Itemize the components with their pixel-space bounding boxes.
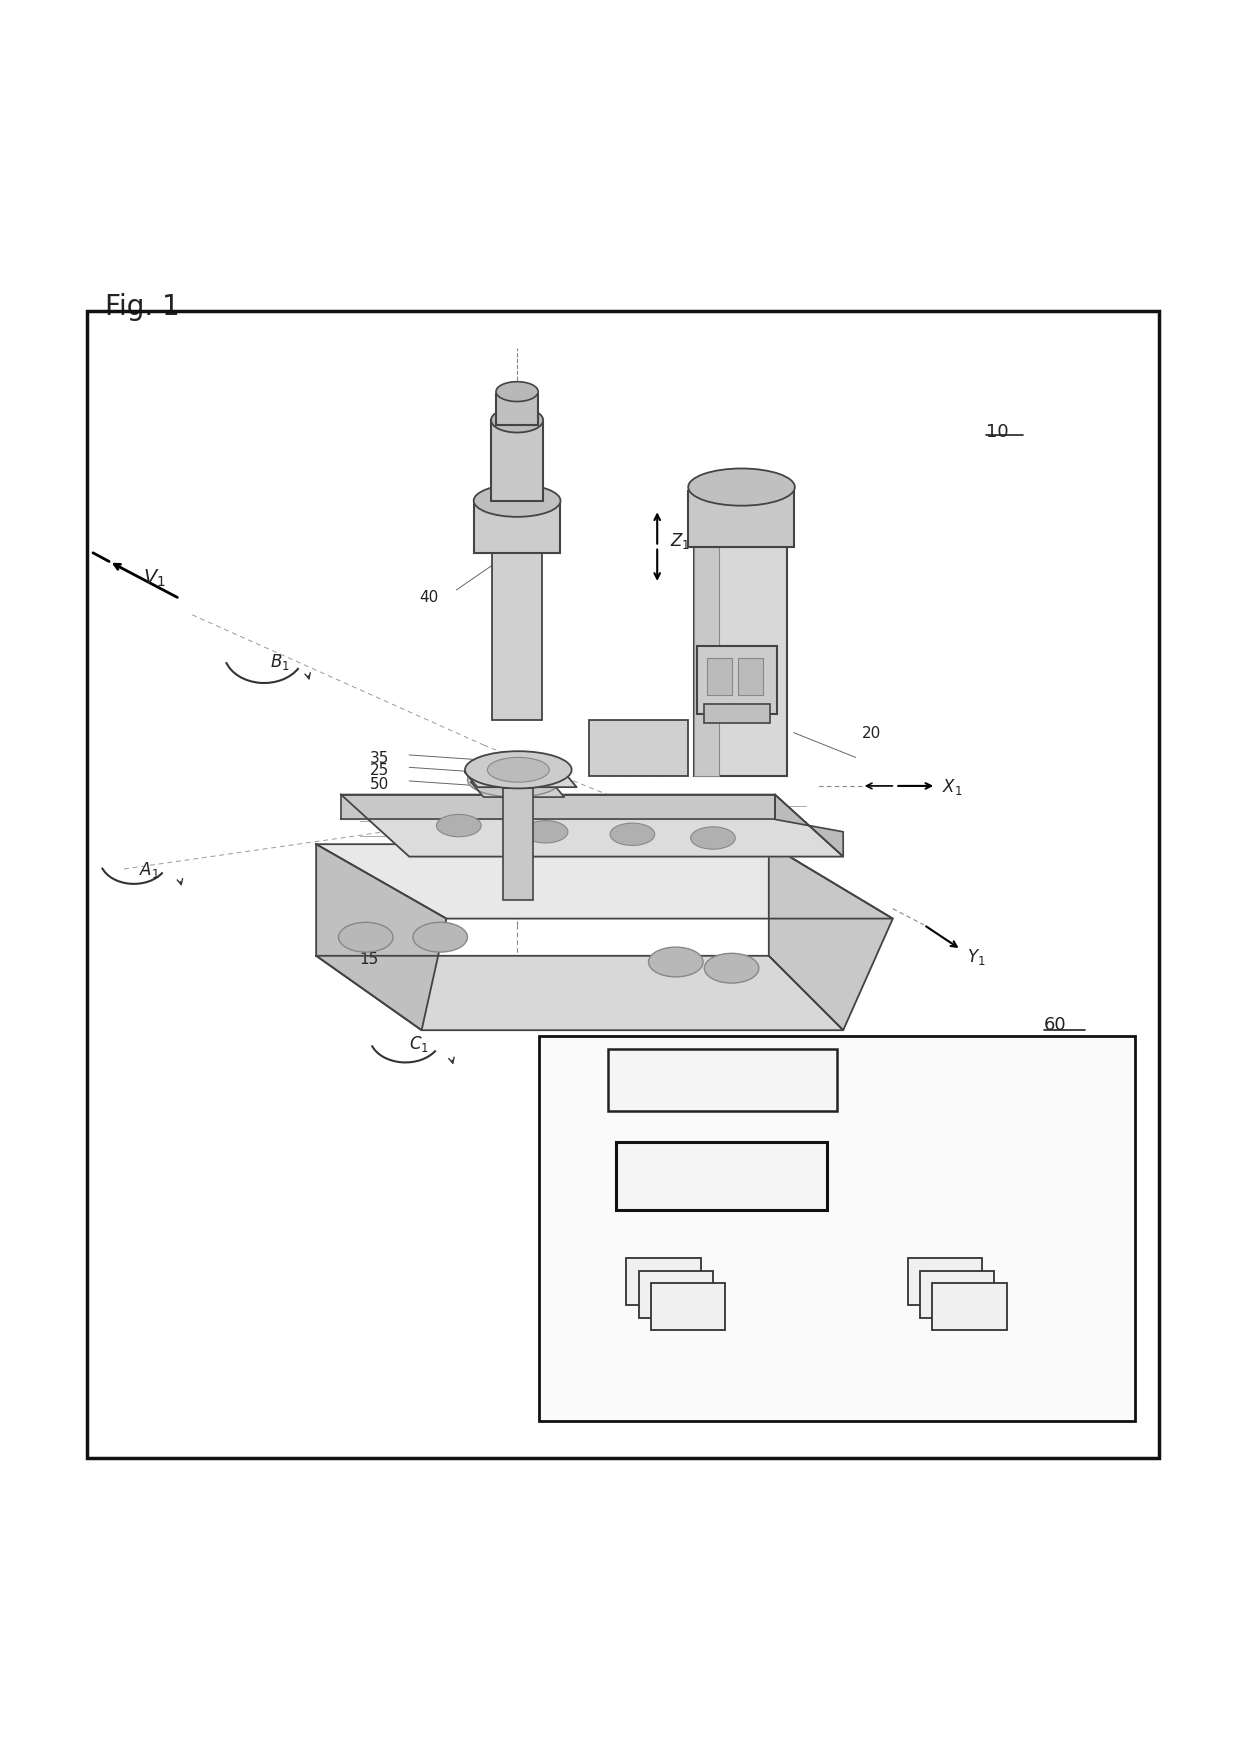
Polygon shape bbox=[316, 845, 893, 920]
Bar bbox=[688, 492, 794, 548]
Bar bbox=[704, 704, 770, 723]
Polygon shape bbox=[775, 795, 843, 857]
Text: $X_1$: $X_1$ bbox=[942, 777, 963, 796]
Polygon shape bbox=[471, 783, 564, 798]
Text: 30: 30 bbox=[370, 796, 389, 812]
Bar bbox=[608, 1049, 837, 1111]
Polygon shape bbox=[316, 956, 843, 1031]
Bar bbox=[474, 504, 560, 553]
Text: 70: 70 bbox=[456, 836, 476, 852]
Text: 10: 10 bbox=[986, 423, 1008, 442]
Ellipse shape bbox=[610, 824, 655, 845]
Bar bbox=[626, 1259, 701, 1306]
Text: User Interface: User Interface bbox=[668, 1073, 776, 1087]
Text: 15: 15 bbox=[360, 951, 379, 967]
Bar bbox=[651, 1283, 725, 1330]
Bar bbox=[920, 1271, 994, 1318]
Text: 20: 20 bbox=[862, 725, 882, 741]
Ellipse shape bbox=[413, 923, 467, 953]
Text: $B_1$: $B_1$ bbox=[270, 652, 290, 671]
Polygon shape bbox=[341, 795, 775, 819]
Ellipse shape bbox=[436, 816, 481, 836]
Text: 25: 25 bbox=[370, 763, 389, 777]
Bar bbox=[616, 1143, 827, 1210]
Bar bbox=[589, 720, 688, 777]
Bar bbox=[496, 395, 538, 426]
Text: 35: 35 bbox=[370, 751, 389, 765]
Bar bbox=[932, 1283, 1007, 1330]
Ellipse shape bbox=[691, 828, 735, 850]
Text: Sensors: Sensors bbox=[632, 1383, 692, 1398]
Polygon shape bbox=[465, 772, 577, 788]
Bar bbox=[87, 311, 1159, 1459]
Text: Motors/: Motors/ bbox=[916, 1383, 973, 1398]
Bar bbox=[503, 790, 533, 901]
Text: $A_1$: $A_1$ bbox=[139, 859, 160, 880]
Ellipse shape bbox=[688, 470, 795, 506]
Text: Fig. 1: Fig. 1 bbox=[105, 294, 180, 322]
Text: Processor: Processor bbox=[684, 1169, 759, 1184]
Text: $C_1$: $C_1$ bbox=[409, 1033, 429, 1054]
Text: $Z_1$: $Z_1$ bbox=[670, 530, 689, 551]
Text: 50: 50 bbox=[370, 777, 389, 791]
Ellipse shape bbox=[496, 383, 538, 402]
Polygon shape bbox=[341, 795, 843, 857]
Ellipse shape bbox=[467, 763, 562, 798]
Bar bbox=[707, 659, 732, 696]
Text: $V_1$: $V_1$ bbox=[143, 567, 165, 590]
Bar bbox=[491, 421, 543, 501]
Ellipse shape bbox=[491, 409, 543, 433]
Ellipse shape bbox=[339, 923, 393, 953]
Ellipse shape bbox=[649, 948, 703, 977]
Polygon shape bbox=[316, 845, 446, 1031]
Bar bbox=[492, 553, 542, 720]
Ellipse shape bbox=[704, 953, 759, 984]
Ellipse shape bbox=[465, 751, 572, 790]
Text: 40: 40 bbox=[419, 590, 439, 605]
Bar bbox=[694, 541, 719, 777]
Bar bbox=[639, 1271, 713, 1318]
Ellipse shape bbox=[523, 821, 568, 843]
Bar bbox=[694, 541, 787, 777]
Bar bbox=[908, 1259, 982, 1306]
Text: $Y_1$: $Y_1$ bbox=[967, 946, 986, 967]
Bar bbox=[697, 647, 777, 715]
Ellipse shape bbox=[487, 758, 549, 783]
Text: Actuators: Actuators bbox=[908, 1400, 982, 1416]
Ellipse shape bbox=[474, 485, 560, 518]
Text: 60: 60 bbox=[1044, 1016, 1066, 1033]
Bar bbox=[738, 659, 763, 696]
Polygon shape bbox=[769, 845, 893, 1031]
Bar bbox=[539, 1036, 1135, 1421]
